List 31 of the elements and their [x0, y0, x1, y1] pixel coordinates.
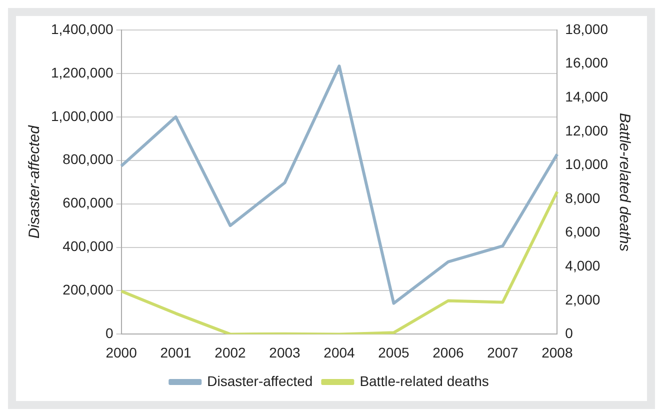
y-tick-label: 200,000 [62, 282, 114, 298]
x-tick-label: 2002 [214, 344, 246, 360]
y2-tick-label: 14,000 [565, 88, 608, 104]
y2-tick-label: 4,000 [565, 257, 600, 274]
y-tick-label: 1,400,000 [50, 20, 114, 37]
y2-tick-label: 0 [565, 325, 574, 342]
x-tick-label: 2004 [324, 344, 356, 360]
y-tick-label: 1,000,000 [50, 108, 114, 124]
y2-tick-label: 16,000 [565, 54, 608, 71]
y2-tick-label: 18,000 [565, 20, 608, 37]
x-tick-label: 2003 [269, 344, 301, 360]
x-tick-label: 2000 [106, 344, 138, 360]
y-tick-label: 0 [105, 325, 114, 342]
y-tick-label: 600,000 [62, 194, 114, 211]
y-tick-label: 800,000 [62, 151, 114, 168]
y-tick-label: 400,000 [62, 238, 114, 254]
y2-tick-label: 2,000 [565, 291, 600, 308]
y2-tick-label: 6,000 [565, 224, 600, 240]
y2-tick-label: 10,000 [565, 156, 608, 172]
legend-label: Battle-related deaths [360, 372, 489, 389]
x-tick-label: 2007 [487, 344, 518, 360]
x-tick-label: 2008 [542, 344, 573, 360]
y-axis-title: Disaster-affected [26, 124, 44, 239]
y2-tick-label: 8,000 [565, 190, 600, 206]
legend-label: Disaster-affected [207, 372, 313, 389]
y2-axis-title: Battle-related deaths [616, 112, 633, 252]
x-tick-label: 2001 [160, 344, 192, 360]
x-tick-label: 2005 [378, 344, 410, 360]
y2-tick-label: 12,000 [565, 122, 608, 138]
x-tick-label: 2006 [432, 344, 464, 360]
y-tick-label: 1,200,000 [50, 64, 114, 80]
